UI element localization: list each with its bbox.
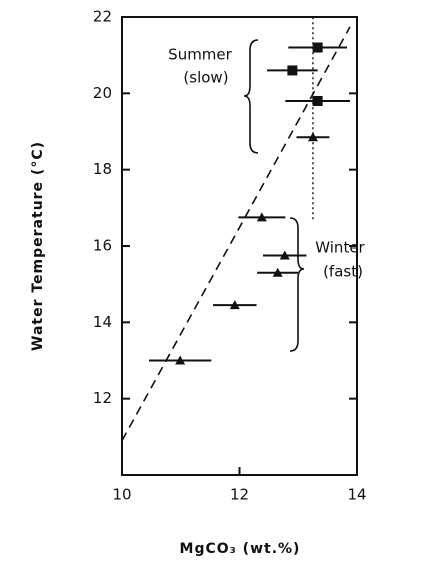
point	[256, 212, 267, 222]
point	[307, 132, 318, 142]
y-tick-label: 14	[93, 313, 112, 331]
annotation: Summer	[168, 46, 232, 64]
fit-line	[121, 26, 351, 442]
annotation: Winter	[315, 239, 365, 257]
annotation: (fast)	[323, 263, 363, 281]
point	[279, 250, 290, 260]
bracket	[243, 39, 259, 154]
point	[175, 355, 186, 365]
y-tick-label: 22	[93, 8, 112, 26]
annotation: (slow)	[183, 69, 228, 87]
y-tick-label: 18	[93, 160, 112, 178]
x-tick-label: 12	[230, 486, 249, 504]
y-tick-label: 20	[93, 84, 112, 102]
y-tick-label: 16	[93, 237, 112, 255]
x-axis-title: MgCO₃ (wt.%)	[180, 541, 301, 557]
point	[312, 42, 323, 53]
x-tick-label: 14	[347, 486, 366, 504]
point	[272, 267, 283, 277]
bracket	[289, 217, 305, 352]
point	[229, 300, 240, 310]
point	[287, 65, 298, 76]
x-tick-label: 10	[112, 486, 131, 504]
y-tick-label: 12	[93, 389, 112, 407]
point	[312, 95, 323, 106]
y-axis-title: Water Temperature (°C)	[30, 141, 46, 351]
